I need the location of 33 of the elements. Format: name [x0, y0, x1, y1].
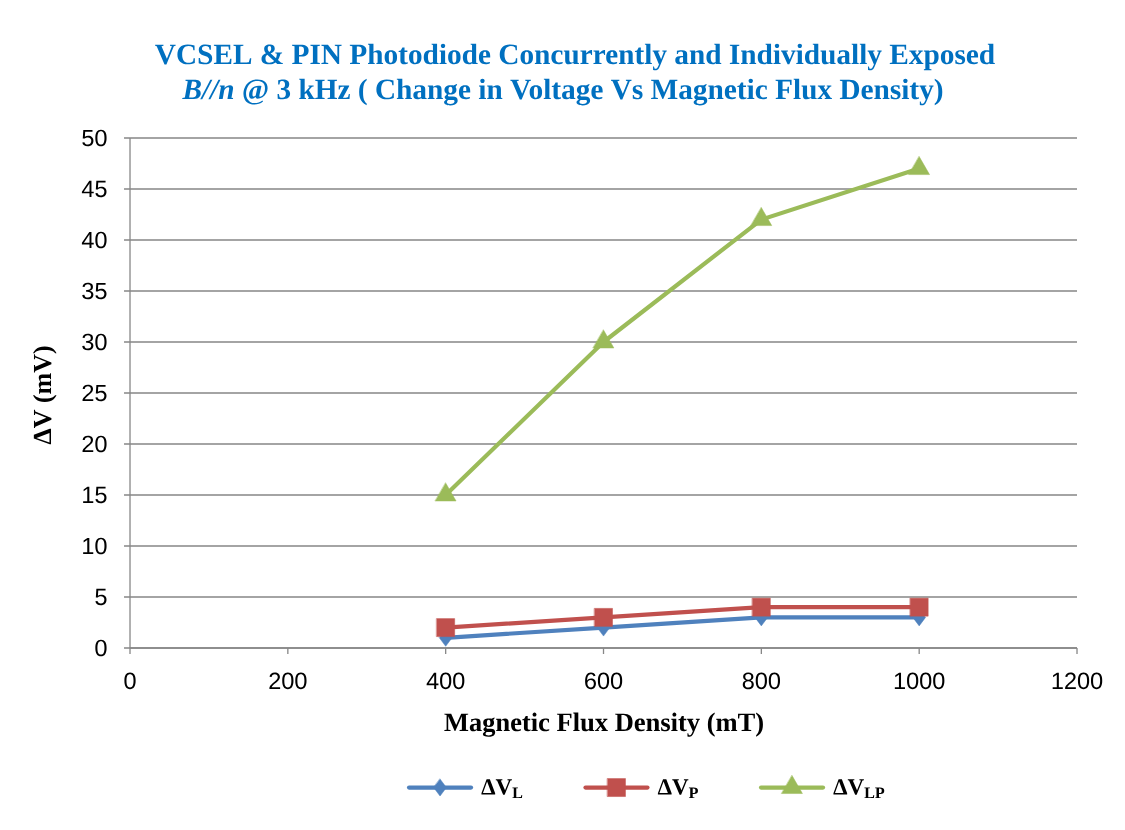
- point: [435, 482, 457, 502]
- y-tick-label: 15: [83, 486, 107, 504]
- y-tick-label: 25: [82, 384, 107, 402]
- point: [592, 329, 615, 349]
- point: [436, 618, 455, 637]
- y-tick-label: 50: [82, 129, 107, 147]
- point: [752, 597, 771, 617]
- x-tick-label: 600: [585, 672, 623, 690]
- y-tick-label: 5: [95, 588, 107, 606]
- legend-label: ΔV$_{L}$: [481, 779, 523, 799]
- x-axis-title: Magnetic Flux Density (mT): [444, 712, 763, 737]
- x-tick-label: 200: [269, 672, 307, 690]
- y-tick-label: 35: [82, 282, 107, 300]
- y-tick-label: 45: [81, 180, 107, 198]
- legend-label: ΔV$_{P}$: [657, 779, 698, 799]
- chart-title: VCSEL & PIN Photodiode Concurrently and Individually Exposed: [155, 43, 995, 71]
- y-tick-label: 30: [82, 333, 107, 351]
- x-tick-label: 400: [426, 672, 465, 690]
- point: [908, 156, 930, 175]
- y-tick-label: 10: [83, 537, 107, 555]
- chart-subtitle: B//n @ 3 kHz ( Change in Voltage Vs Magnetic Flux Density): [182, 78, 943, 106]
- x-tick-label: 800: [742, 672, 781, 690]
- point: [909, 597, 929, 617]
- point: [594, 608, 613, 627]
- x-tick-label: 1000: [894, 672, 945, 690]
- y-tick-label: 40: [81, 231, 107, 249]
- point: [750, 207, 772, 226]
- y-tick-label: 20: [82, 435, 107, 453]
- y-axis-title: ΔV (mV): [32, 346, 57, 445]
- legend-label: ΔV$_{LP}$: [833, 779, 885, 799]
- y-tick-label: 0: [95, 639, 107, 657]
- x-tick-label: 1200: [1052, 672, 1103, 690]
- x-tick-label: 0: [124, 672, 136, 690]
